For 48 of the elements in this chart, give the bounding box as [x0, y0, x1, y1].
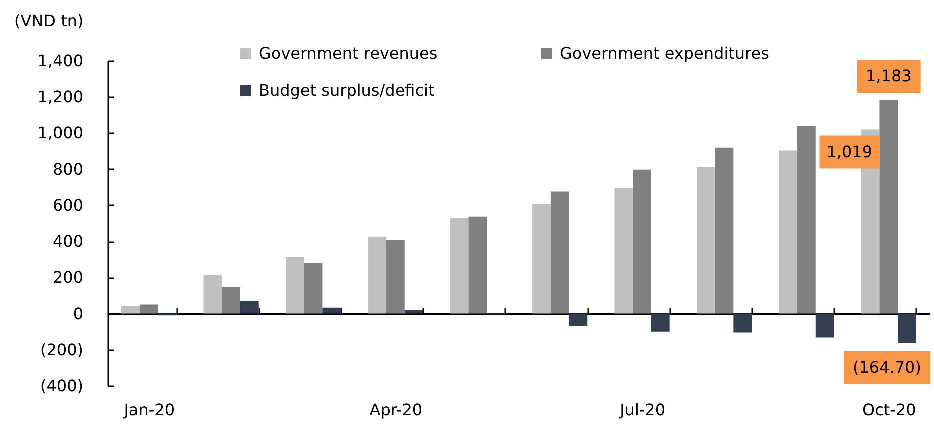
bar — [222, 287, 240, 314]
bar — [798, 126, 816, 314]
bar — [779, 150, 798, 314]
bar — [450, 218, 469, 314]
bar — [532, 204, 551, 314]
x-tick-label: Oct-20 — [862, 400, 916, 420]
bar — [696, 167, 716, 314]
y-tick-label: 400 — [52, 232, 84, 252]
bar — [322, 308, 342, 314]
legend-label: Government expenditures — [560, 44, 770, 63]
bar — [898, 314, 916, 344]
y-tick-label: 1,000 — [38, 124, 84, 143]
bar — [240, 301, 259, 314]
bar — [404, 310, 424, 314]
bar — [368, 236, 387, 314]
bar — [569, 314, 588, 326]
y-tick-label: 800 — [52, 160, 84, 179]
legend-label: Government revenues — [259, 44, 438, 63]
bar — [386, 240, 405, 314]
y-tick-label: (400) — [40, 376, 84, 396]
x-tick-label: Apr-20 — [370, 400, 423, 420]
bar — [122, 306, 140, 314]
x-tick-label: Jul-20 — [619, 400, 666, 420]
bar — [715, 148, 734, 314]
y-tick-label: 0 — [73, 304, 84, 324]
x-tick-label: Jan-20 — [123, 400, 175, 420]
y-tick-label: 600 — [52, 196, 84, 215]
bar — [734, 314, 752, 333]
bar — [816, 314, 834, 338]
data-label: 1,183 — [866, 66, 912, 86]
bar — [651, 314, 670, 332]
bar — [550, 192, 570, 314]
y-axis-title: (VND tn) — [14, 12, 84, 30]
bar — [204, 276, 222, 314]
bar — [614, 188, 634, 314]
bar — [633, 170, 652, 314]
bar — [286, 257, 304, 314]
bar — [304, 263, 323, 314]
legend-label: Budget surplus/deficit — [259, 81, 435, 100]
bar — [880, 100, 898, 314]
y-tick-label: (200) — [40, 340, 84, 360]
data-label: (164.70) — [852, 358, 922, 378]
y-tick-label: 1,400 — [38, 52, 84, 70]
bar — [140, 304, 158, 314]
data-label: 1,019 — [826, 142, 873, 162]
y-tick-label: 1,200 — [38, 88, 84, 107]
bar — [468, 216, 488, 314]
y-tick-label: 200 — [52, 268, 84, 288]
